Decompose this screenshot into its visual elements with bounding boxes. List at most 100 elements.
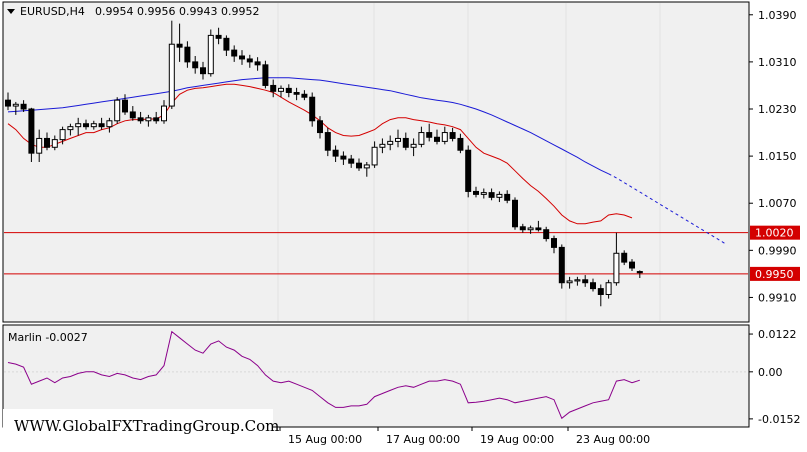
bear-candle — [519, 226, 526, 231]
bull-candle — [527, 227, 534, 231]
bear-candle — [457, 137, 464, 151]
bear-candle — [317, 120, 323, 134]
symbol-label: EURUSD,H4 — [20, 5, 85, 18]
bull-candle — [12, 103, 19, 107]
price-tick-label: 0.9990 — [758, 244, 797, 257]
bull-candle — [574, 279, 581, 282]
bear-candle — [192, 61, 199, 69]
time-tick-label: 19 Aug 00:00 — [480, 433, 554, 446]
bull-candle — [395, 137, 401, 142]
bear-candle — [543, 229, 550, 240]
bull-candle — [145, 117, 152, 122]
bear-candle — [449, 132, 456, 139]
bull-candle — [605, 282, 612, 296]
bear-candle — [558, 246, 565, 284]
ohlc-readout: 0.9954 0.9956 0.9943 0.9952 — [95, 5, 259, 18]
bear-candle — [535, 227, 542, 231]
bear-candle — [200, 67, 206, 75]
bear-candle — [504, 193, 511, 201]
bear-candle — [597, 288, 604, 296]
level-label-box — [750, 266, 800, 281]
bear-candle — [348, 158, 355, 164]
time-tick-label: 15 Aug 00:00 — [288, 433, 362, 446]
indicator-label: Marlin -0.0027 — [8, 331, 88, 344]
bull-candle — [51, 139, 58, 148]
bear-candle — [231, 49, 238, 57]
bull-candle — [613, 252, 620, 284]
watermark-box — [3, 409, 273, 447]
bear-candle — [44, 137, 50, 148]
oscillator-axis-labels: 0.0122 0.00 -0.0152 — [749, 328, 800, 426]
bull-candle — [67, 126, 74, 131]
bull-candle — [496, 193, 503, 198]
bull-candle — [418, 132, 425, 145]
bull-candle — [36, 137, 43, 154]
bear-candle — [246, 58, 253, 63]
bull-candle — [59, 129, 66, 141]
price-tick-label: 1.0390 — [758, 9, 797, 22]
bear-candle — [122, 99, 128, 113]
bull-candle — [379, 143, 386, 148]
bull-candle — [161, 105, 167, 122]
time-tick-label: 17 Aug 00:00 — [386, 433, 460, 446]
price-tick-label: 1.0310 — [758, 56, 797, 69]
bear-candle — [293, 92, 300, 95]
bear-candle — [137, 117, 144, 122]
bear-candle — [324, 132, 331, 151]
bull-candle — [371, 146, 378, 166]
price-tick-label: 0.9910 — [758, 291, 797, 304]
bear-candle — [590, 282, 596, 290]
bear-candle — [434, 136, 440, 142]
bear-candle — [223, 37, 230, 51]
bear-candle — [285, 87, 292, 94]
level-label: 1.0020 — [755, 227, 794, 240]
price-tick-label: 1.0150 — [758, 150, 797, 163]
bear-candle — [402, 137, 409, 148]
bear-candle — [83, 123, 89, 128]
bear-candle — [98, 123, 105, 128]
price-tick-label: 1.0230 — [758, 103, 797, 116]
bull-candle — [114, 99, 121, 122]
level-label-box — [750, 225, 800, 240]
level-lines: 1.0020 0.9950 — [4, 225, 800, 281]
bear-candle — [636, 271, 643, 274]
bear-candle — [426, 132, 433, 138]
bear-candle — [239, 55, 245, 60]
bull-candle — [363, 164, 370, 169]
osc-tick-label: 0.00 — [758, 366, 783, 379]
bull-candle — [410, 143, 417, 148]
candles — [5, 20, 643, 307]
bear-candle — [184, 46, 191, 63]
bear-candle — [465, 149, 472, 192]
watermark-text: WWW.GlobalFXTradingGroup.Com — [14, 417, 279, 435]
price-tick-label: 1.0070 — [758, 197, 797, 210]
bear-candle — [356, 162, 362, 169]
bear-candle — [488, 192, 495, 198]
bear-candle — [270, 84, 277, 92]
bull-candle — [207, 34, 214, 75]
marlin-line — [7, 330, 640, 420]
oscillator-line — [7, 330, 640, 420]
bear-candle — [20, 103, 27, 110]
bear-candle — [254, 61, 261, 66]
blue-moving-average — [7, 77, 609, 175]
bull-candle — [90, 123, 97, 128]
bear-candle — [176, 43, 183, 48]
bear-candle — [629, 261, 635, 269]
bear-candle — [28, 108, 35, 154]
blue-ma-projection — [608, 173, 726, 245]
bear-candle — [512, 199, 518, 228]
level-label: 0.9950 — [755, 268, 794, 281]
bull-candle — [441, 132, 448, 142]
bear-candle — [5, 99, 11, 107]
osc-tick-label: -0.0152 — [758, 413, 800, 426]
bear-candle — [129, 111, 136, 119]
symbol-dropdown-icon[interactable] — [7, 9, 15, 14]
bull-candle — [566, 280, 573, 284]
bull-candle — [480, 192, 487, 195]
osc-tick-label: 0.0122 — [758, 328, 797, 341]
bull-candle — [278, 87, 284, 92]
bear-candle — [215, 34, 222, 39]
bull-candle — [75, 123, 82, 128]
